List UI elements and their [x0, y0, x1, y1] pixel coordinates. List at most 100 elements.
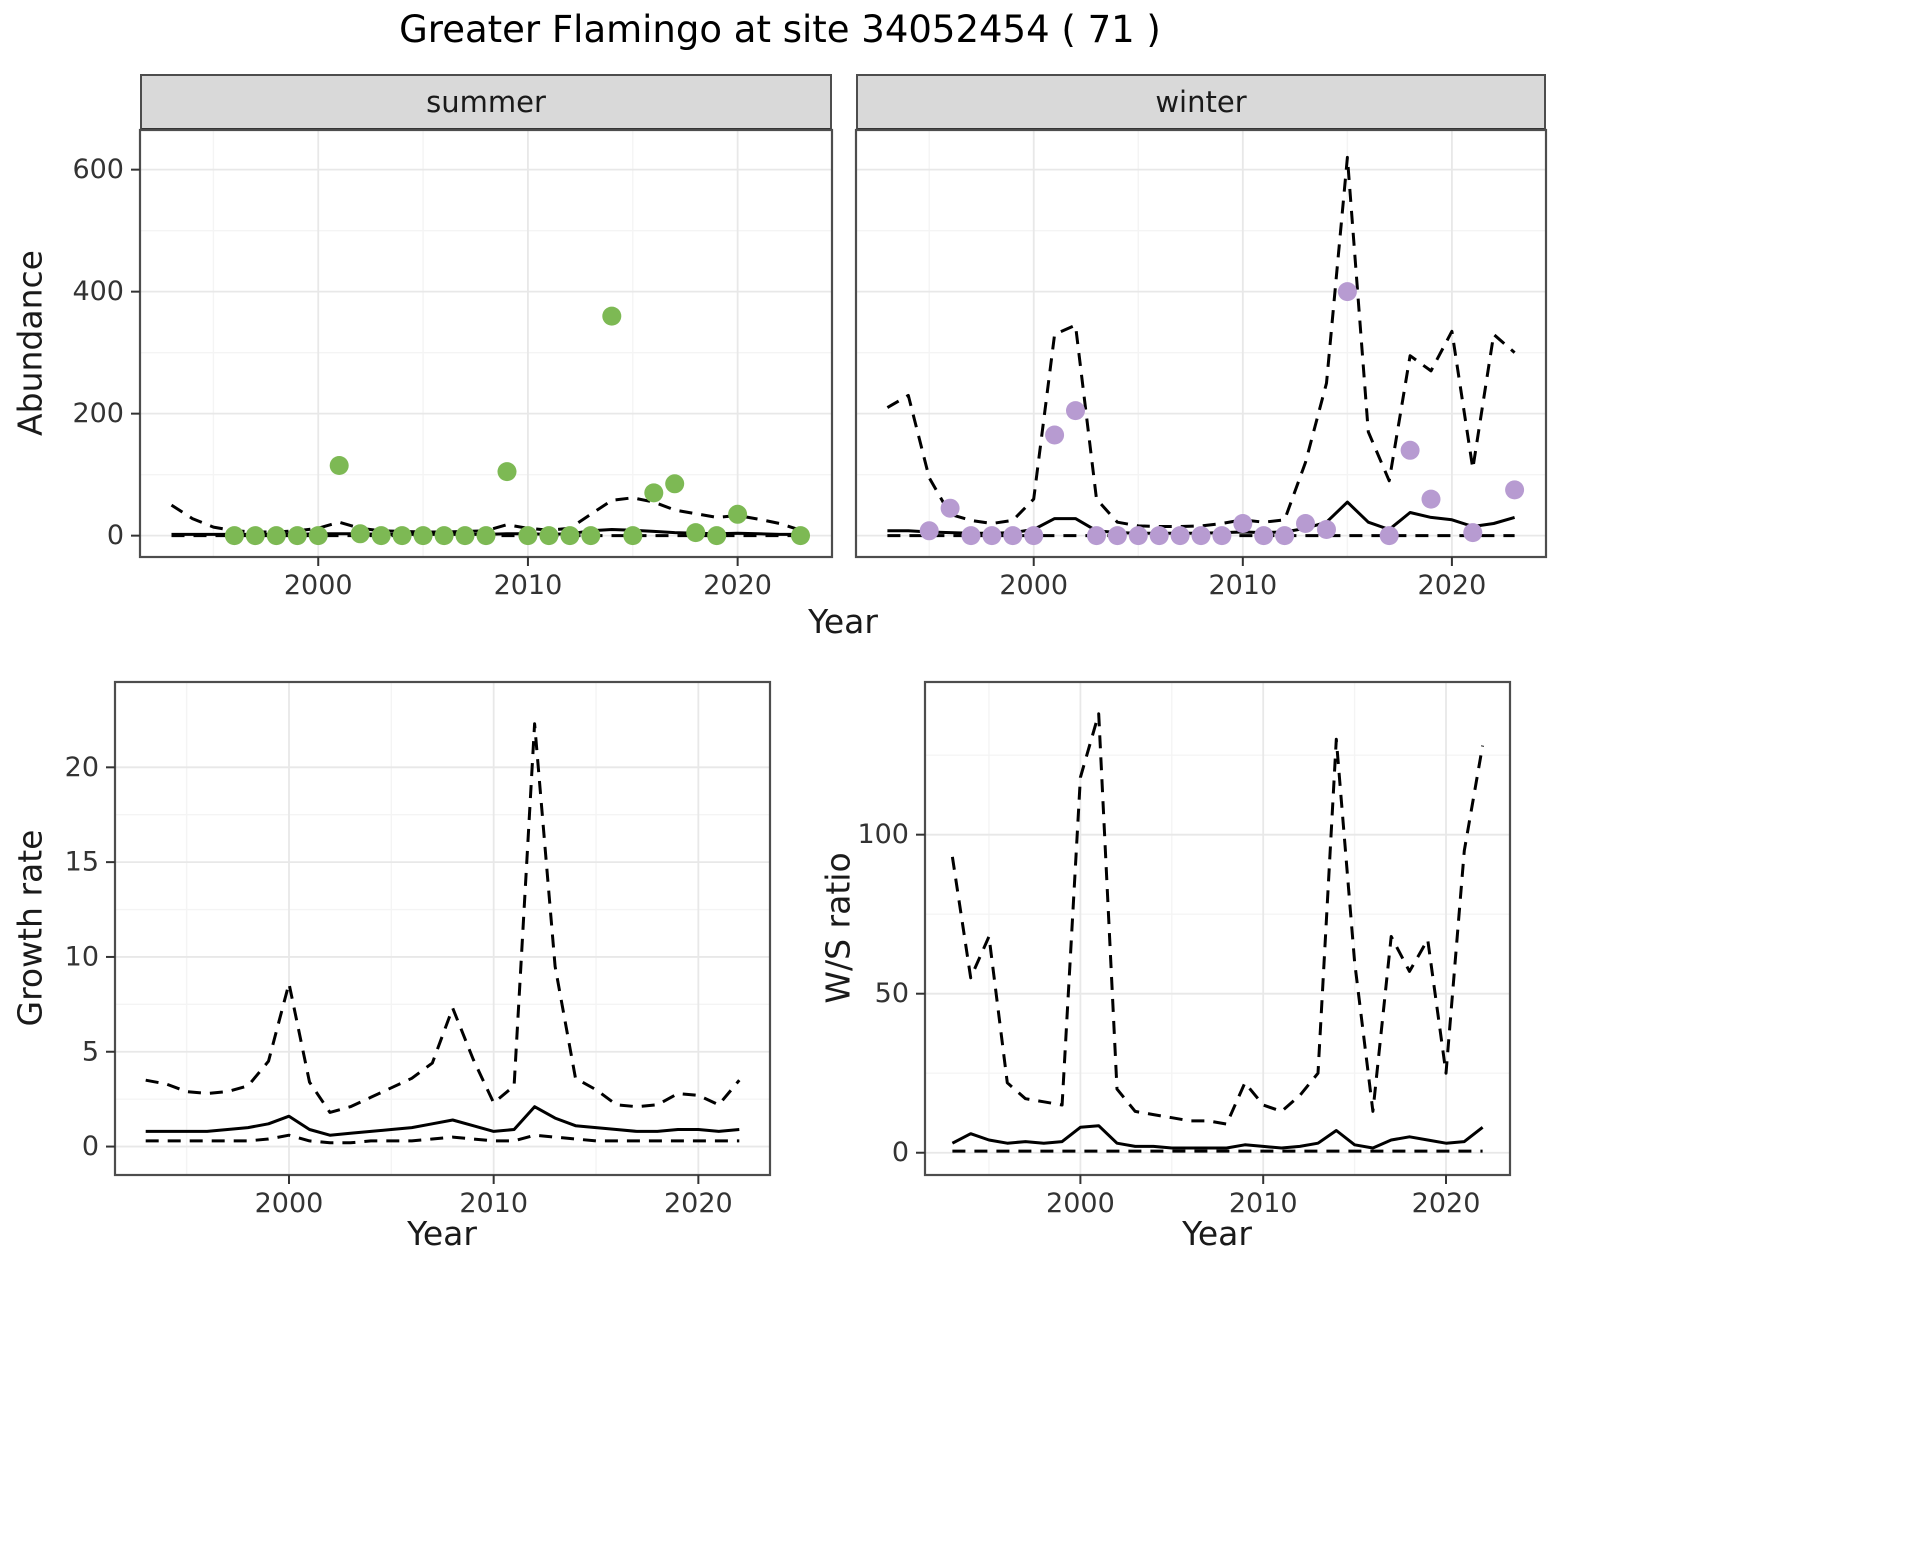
figure-title: Greater Flamingo at site 34052454 ( 71 )	[399, 8, 1161, 51]
x-tick-label: 2020	[1418, 570, 1487, 601]
panel-border	[113, 680, 772, 1177]
observation-point	[329, 456, 349, 475]
observation-point	[266, 526, 286, 546]
observation-point	[287, 526, 307, 546]
y-tick-label: 5	[82, 1036, 99, 1067]
observation-point	[982, 526, 1002, 546]
observation-point	[1317, 520, 1336, 539]
panel-border	[923, 680, 1512, 1177]
observation-point	[1400, 440, 1420, 460]
observation-point	[413, 526, 433, 546]
facet-strip-winter-label: winter	[1155, 85, 1247, 119]
observation-point	[560, 526, 580, 546]
observation-point	[1505, 480, 1525, 500]
panel-background	[925, 682, 1510, 1175]
observation-point	[518, 526, 538, 546]
panel-background	[140, 130, 832, 557]
observation-point	[919, 521, 939, 541]
y-axis-title-growth-rate: Growth rate	[10, 829, 50, 1027]
observation-point	[791, 526, 810, 546]
observation-point	[686, 523, 706, 543]
panel-abundance-summer: 2000 2010 2020 0 200 400 600	[72, 128, 834, 601]
observation-point	[940, 498, 960, 518]
observation-point	[1212, 526, 1232, 546]
x-tick-label: 2020	[1412, 1188, 1481, 1219]
y-tick-label: 0	[892, 1137, 909, 1168]
x-axis-title-year-bottom-right: Year	[1182, 1214, 1252, 1253]
x-tick-label: 2000	[1046, 1188, 1115, 1219]
y-tick-label: 0	[107, 520, 124, 551]
panel-border	[138, 128, 834, 559]
x-axis-title-year-top: Year	[808, 602, 878, 641]
y-axis-title-ws-ratio: W/S ratio	[818, 852, 858, 1004]
observation-point	[1233, 514, 1253, 533]
observation-point	[707, 526, 727, 546]
x-tick-label: 2010	[1208, 570, 1277, 601]
x-tick-label: 2000	[999, 570, 1068, 601]
observation-point	[1045, 425, 1065, 445]
panel-abundance-winter: 2000 2010 2020	[854, 128, 1548, 601]
x-tick-label: 2010	[1229, 1188, 1298, 1219]
observation-point	[961, 526, 981, 546]
observation-point	[245, 526, 265, 546]
panel-background	[115, 682, 770, 1175]
series-upper-line	[886, 155, 1516, 528]
x-tick-label: 2020	[664, 1188, 733, 1219]
observation-point	[1128, 526, 1148, 546]
facet-strip-winter: winter	[856, 74, 1546, 131]
observation-point	[1296, 514, 1315, 533]
facet-strip-summer-label: summer	[426, 85, 546, 119]
observation-point	[350, 524, 370, 544]
y-tick-label: 400	[72, 276, 124, 307]
x-axis-title-year-bottom-left: Year	[407, 1214, 477, 1253]
data-layer	[170, 306, 810, 546]
observation-point	[1170, 526, 1190, 546]
observation-point	[539, 526, 559, 546]
observation-point	[392, 526, 412, 546]
panel-growth-rate: 2000 2010 2020 0 5 10 15 20	[65, 680, 772, 1219]
panel-ws-ratio: 2000 2010 2020 0 50 100	[857, 680, 1512, 1219]
observation-point	[644, 483, 664, 503]
observation-point	[1463, 523, 1483, 543]
observation-point	[308, 526, 328, 546]
observation-point	[1107, 526, 1127, 546]
observation-point	[497, 462, 517, 482]
series-lower-line	[145, 1133, 740, 1145]
data-layer	[886, 155, 1525, 546]
y-tick-label: 10	[65, 941, 99, 972]
facet-strip-summer: summer	[140, 74, 832, 131]
observation-point	[665, 474, 685, 494]
observation-point	[1003, 526, 1023, 546]
series-fit-line	[145, 1105, 740, 1137]
observation-point	[1379, 526, 1399, 546]
y-tick-label: 100	[857, 819, 909, 850]
x-tick-label: 2010	[494, 570, 563, 601]
observation-point	[1024, 526, 1044, 546]
y-tick-label: 200	[72, 398, 124, 429]
y-tick-label: 0	[82, 1131, 99, 1162]
observation-point	[1066, 401, 1085, 421]
observation-point	[1191, 526, 1211, 546]
x-tick-label: 2000	[255, 1188, 324, 1219]
data-layer	[145, 722, 741, 1145]
observation-point	[623, 526, 643, 546]
observation-point	[1254, 526, 1274, 546]
observation-point	[581, 526, 601, 546]
series-upper-line	[950, 712, 1485, 1126]
y-tick-label: 15	[65, 847, 99, 878]
y-tick-label: 50	[875, 978, 909, 1009]
observation-point	[371, 526, 391, 546]
observation-point	[1275, 526, 1295, 546]
x-tick-label: 2010	[459, 1188, 528, 1219]
observation-point	[1337, 282, 1357, 302]
observation-point	[455, 526, 475, 546]
data-layer	[950, 712, 1485, 1153]
observation-point	[1149, 526, 1169, 546]
observation-point	[1087, 526, 1106, 546]
observation-point	[1421, 489, 1441, 509]
y-axis-title-abundance: Abundance	[10, 250, 50, 436]
panel-background	[856, 130, 1546, 557]
observation-point	[434, 526, 454, 546]
